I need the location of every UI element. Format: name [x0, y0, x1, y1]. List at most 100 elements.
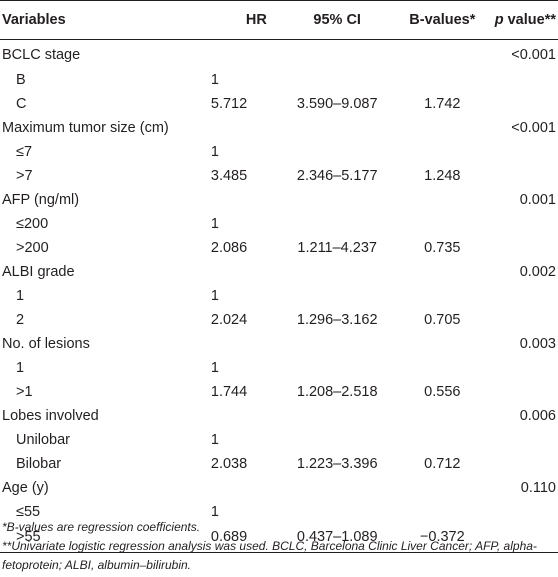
cell-b — [391, 284, 493, 308]
cell-p — [493, 524, 558, 553]
table-row: 2 2.024 1.296–3.162 0.705 — [0, 308, 558, 332]
table-row: ≤200 1 — [0, 212, 558, 236]
cell-b: −0.372 — [391, 524, 494, 553]
table-footnotes: *B-values are regression coefficients. *… — [2, 518, 556, 575]
cell-p — [493, 380, 558, 404]
cell-b — [391, 476, 493, 500]
cell-ci: 2.346–5.177 — [296, 168, 378, 184]
table-row: BCLC stage <0.001 — [0, 40, 558, 69]
cell-ci — [283, 116, 392, 140]
footnote-b-values: *B-values are regression coefficients. — [2, 520, 201, 534]
cell-variable: 1 — [16, 288, 25, 304]
cell-hr — [202, 404, 283, 428]
cell-ci — [283, 284, 392, 308]
table-row: ≤7 1 — [0, 140, 558, 164]
cell-variable: C — [16, 96, 27, 112]
cell-ci: 1.208–2.518 — [296, 384, 378, 400]
cell-variable: >55 — [0, 524, 202, 553]
cell-b — [391, 356, 493, 380]
cell-p: 0.003 — [519, 336, 556, 352]
cell-ci — [283, 332, 392, 356]
cell-p — [493, 92, 558, 116]
table-row: Lobes involved 0.006 — [0, 404, 558, 428]
cell-hr — [202, 116, 283, 140]
cell-hr: 2.086 — [210, 240, 248, 256]
cell-b: 0.735 — [424, 240, 461, 256]
cell-p — [493, 356, 558, 380]
cell-ci — [283, 140, 392, 164]
cell-p: 0.006 — [519, 408, 556, 424]
cell-ci: 3.590–9.087 — [296, 96, 378, 112]
table-row: B 1 — [0, 68, 558, 92]
cell-ci — [283, 260, 392, 284]
cell-variable: >1 — [16, 384, 33, 400]
table-row: Unilobar 1 — [0, 428, 558, 452]
cell-variable: B — [16, 72, 26, 88]
cell-variable: Lobes involved — [2, 408, 99, 424]
cell-b — [391, 260, 493, 284]
cell-p — [493, 236, 558, 260]
cell-variable: Maximum tumor size (cm) — [2, 120, 169, 136]
cell-ci — [283, 404, 392, 428]
cell-p — [493, 308, 558, 332]
cell-p — [493, 212, 558, 236]
cell-hr — [202, 188, 283, 212]
cell-p: <0.001 — [511, 47, 556, 63]
table-body: BCLC stage <0.001 B 1 C 5.712 3.590–9.08… — [0, 40, 558, 553]
cell-ci: 1.223–3.396 — [296, 456, 378, 472]
cell-b — [391, 428, 493, 452]
cell-p — [493, 68, 558, 92]
cell-variable: >7 — [16, 168, 33, 184]
table-row: Bilobar 2.038 1.223–3.396 0.712 — [0, 452, 558, 476]
cell-b: 1.742 — [424, 96, 461, 112]
cell-ci: 1.211–4.237 — [297, 240, 377, 256]
cell-p — [493, 428, 558, 452]
cell-variable: >200 — [16, 240, 49, 256]
cell-variable: ALBI grade — [2, 264, 75, 280]
cell-hr: 1 — [210, 144, 219, 160]
header-variables: Variables — [0, 0, 202, 40]
cell-variable: AFP (ng/ml) — [2, 192, 80, 208]
cell-b: 0.705 — [424, 312, 461, 328]
cell-hr — [202, 476, 283, 500]
cell-ci — [283, 68, 392, 92]
header-p-italic: p — [494, 12, 504, 28]
header-hr: HR — [201, 0, 283, 40]
header-b-values: B-values* — [391, 0, 494, 40]
cell-p — [493, 140, 558, 164]
cell-ci: 1.296–3.162 — [296, 312, 378, 328]
regression-table: Variables HR 95% CI B-values* p value** … — [0, 0, 558, 553]
cell-ci — [283, 188, 392, 212]
cell-b — [391, 404, 493, 428]
table-row: >1 1.744 1.208–2.518 0.556 — [0, 380, 558, 404]
cell-b — [391, 140, 493, 164]
cell-b — [391, 332, 493, 356]
cell-variable: 1 — [16, 360, 25, 376]
cell-hr: 0.689 — [201, 524, 283, 553]
cell-p: 0.002 — [519, 264, 556, 280]
header-row: Variables HR 95% CI B-values* p value** — [0, 0, 558, 40]
cell-p: <0.001 — [511, 120, 556, 136]
cell-variable: Bilobar — [16, 456, 62, 472]
cell-b — [391, 188, 493, 212]
cell-variable: ≤55 — [16, 504, 41, 520]
cell-hr — [202, 40, 283, 69]
table-row: >55 0.689 0.437–1.089 −0.372 — [0, 524, 558, 553]
cell-ci: 0.437–1.089 — [282, 524, 392, 553]
cell-b — [391, 212, 493, 236]
cell-p: 0.001 — [519, 192, 556, 208]
cell-p — [493, 452, 558, 476]
cell-ci — [283, 428, 392, 452]
cell-hr: 1 — [210, 432, 219, 448]
table-row: 1 1 — [0, 284, 558, 308]
cell-variable: Age (y) — [2, 480, 49, 496]
cell-hr: 1 — [210, 72, 219, 88]
cell-ci — [283, 212, 392, 236]
cell-b: 1.248 — [424, 168, 461, 184]
cell-hr: 1 — [210, 216, 219, 232]
cell-hr: 1 — [210, 360, 219, 376]
table-row: No. of lesions 0.003 — [0, 332, 558, 356]
cell-b: 0.556 — [424, 384, 461, 400]
cell-hr — [202, 332, 283, 356]
